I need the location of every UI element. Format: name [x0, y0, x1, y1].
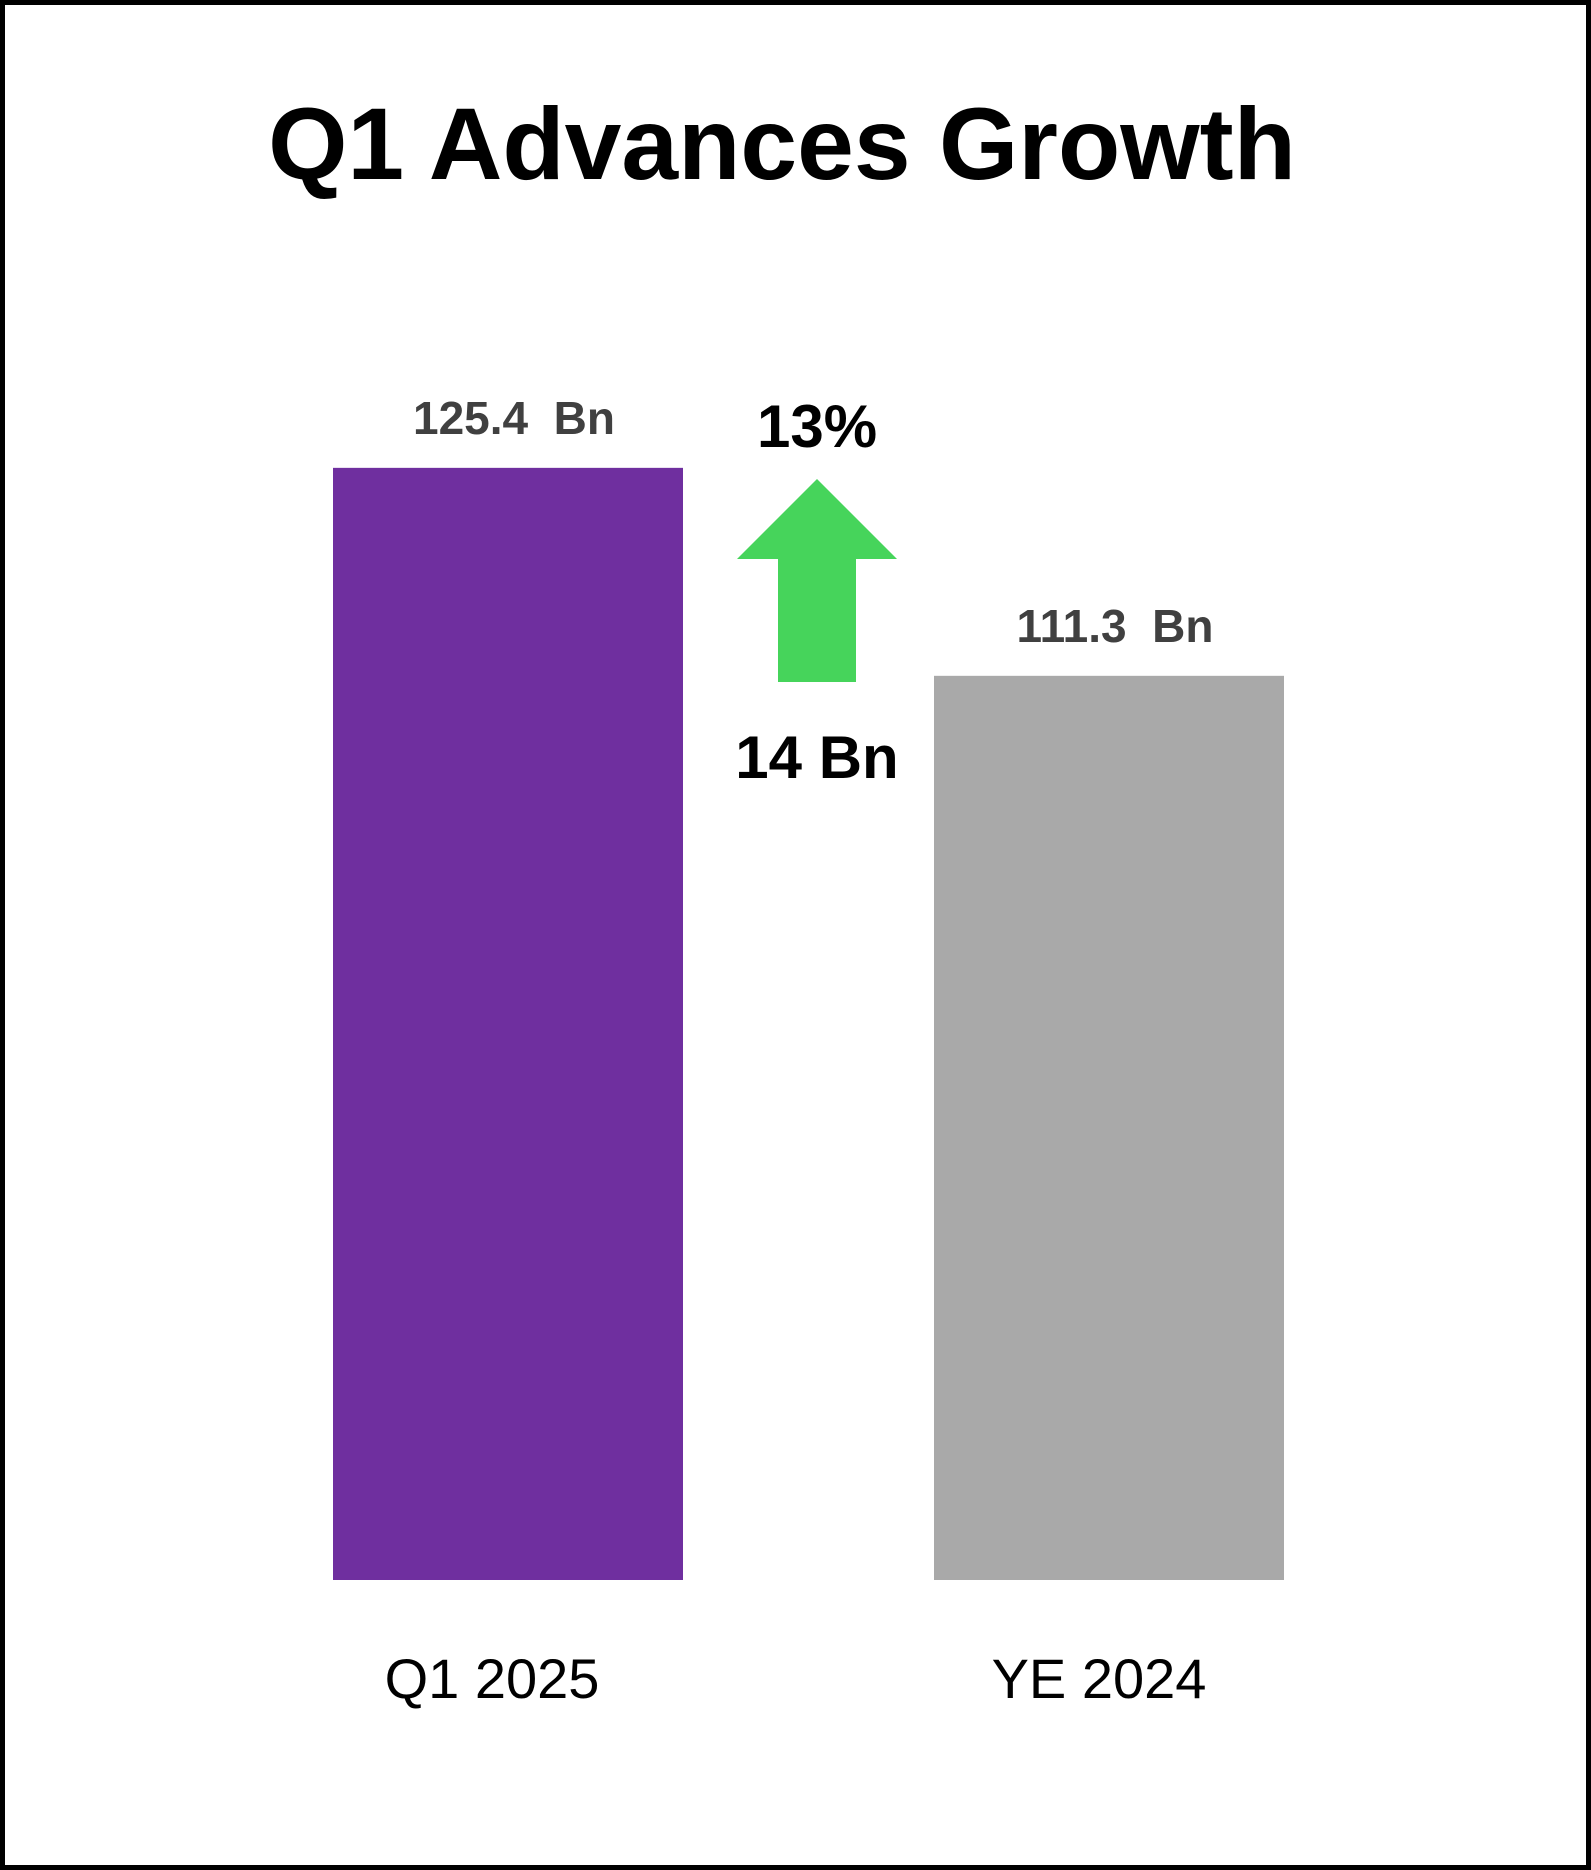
category-label-0: Q1 2025: [385, 1647, 600, 1710]
change-absolute-label: 14 Bn: [735, 724, 898, 791]
data-label-1: 111.3 Bn: [1017, 600, 1214, 652]
change-percent-label: 13%: [757, 393, 877, 460]
up-arrow-icon: [737, 479, 897, 682]
bar-0: [333, 467, 683, 1581]
bar-1: [934, 675, 1284, 1580]
chart-title: Q1 Advances Growth: [268, 87, 1296, 201]
category-label-1: YE 2024: [992, 1647, 1207, 1710]
data-label-0: 125.4 Bn: [413, 392, 615, 444]
